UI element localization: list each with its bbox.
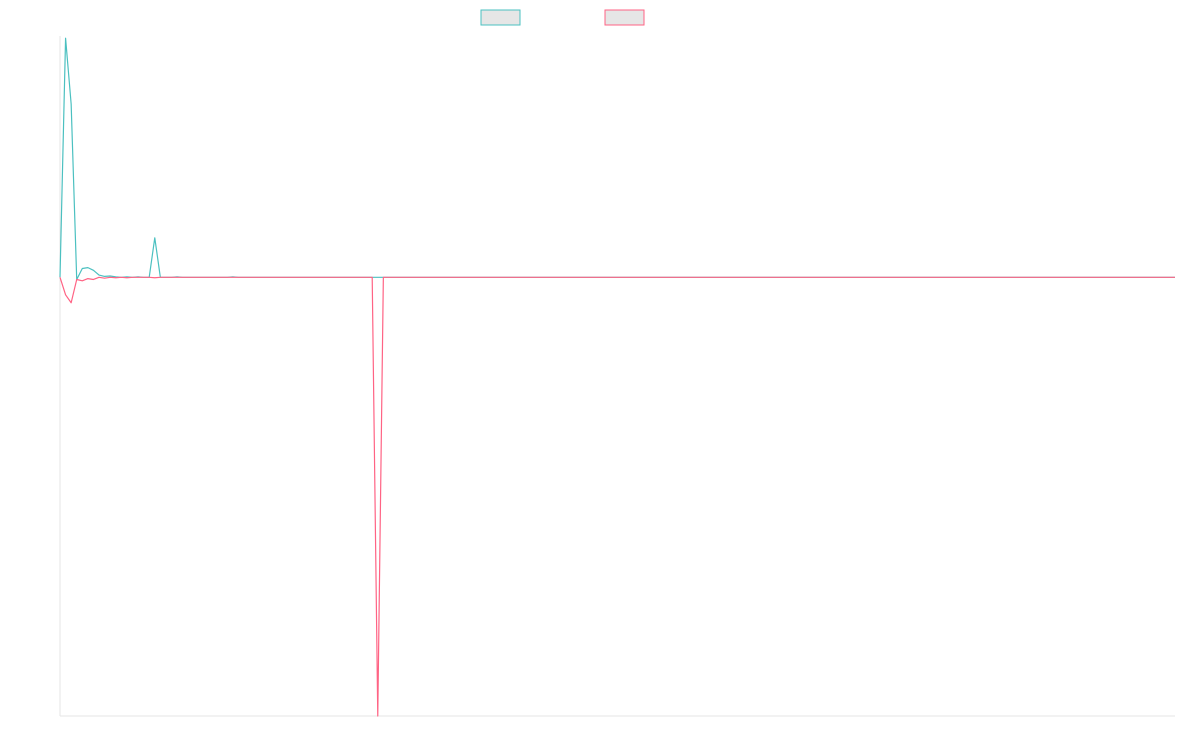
legend bbox=[480, 9, 645, 26]
axes bbox=[59, 36, 1175, 717]
legend-swatch-2 bbox=[604, 9, 645, 26]
series-2-line bbox=[59, 276, 1175, 717]
series-1-line bbox=[59, 37, 1175, 281]
series-layer bbox=[59, 37, 1175, 717]
legend-swatch-1 bbox=[480, 9, 521, 26]
